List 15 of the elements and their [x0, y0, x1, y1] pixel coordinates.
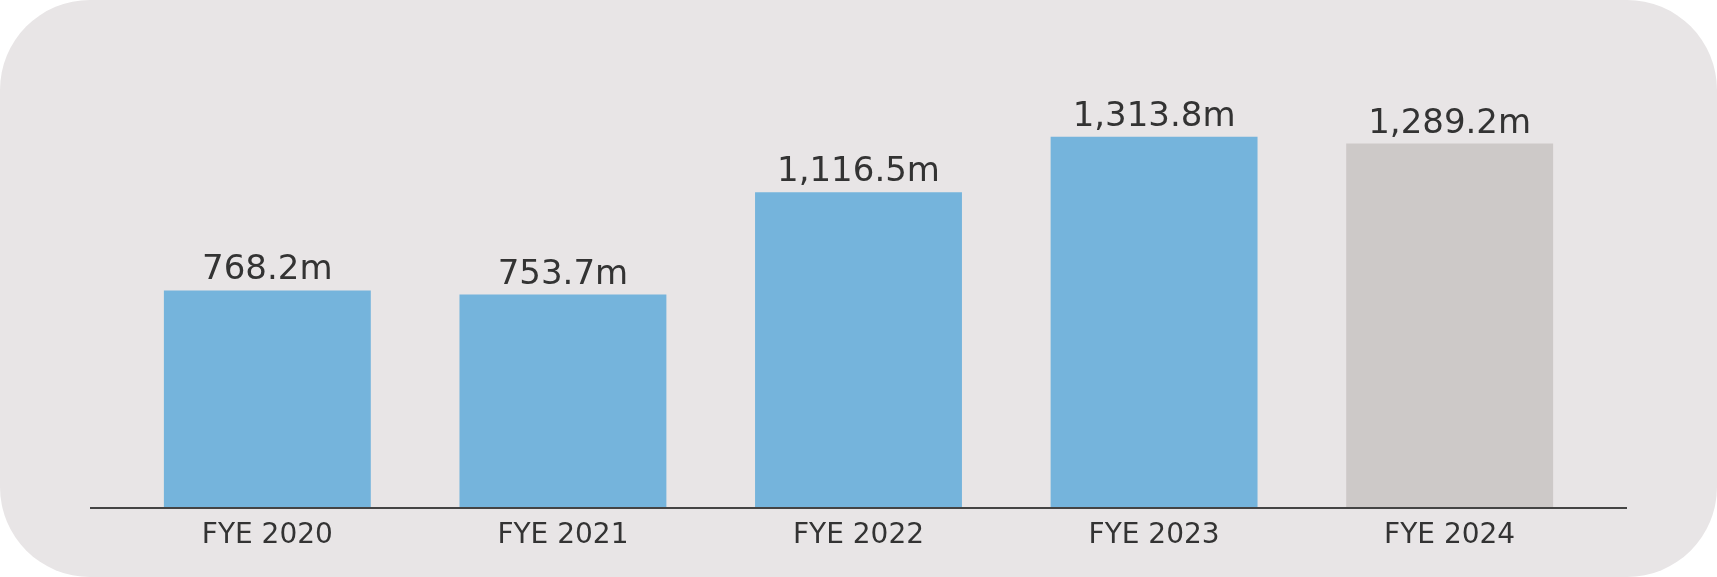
bar: [459, 294, 667, 507]
bar: [1050, 136, 1258, 507]
data-label: 1,313.8m: [1072, 93, 1236, 134]
x-tick-label: FYE 2023: [1088, 516, 1220, 550]
data-label: 753.7m: [497, 251, 629, 292]
bar: [1346, 143, 1554, 507]
x-tick-label: FYE 2020: [201, 516, 333, 550]
bar: [755, 192, 962, 507]
data-label: 1,116.5m: [777, 149, 940, 190]
data-label: 768.2m: [202, 247, 333, 288]
bar: [163, 290, 371, 507]
data-label: 1,289.2m: [1368, 100, 1532, 141]
x-tick-label: FYE 2024: [1384, 516, 1516, 550]
x-tick-label: FYE 2021: [497, 516, 629, 550]
x-tick-label: FYE 2022: [792, 516, 925, 550]
